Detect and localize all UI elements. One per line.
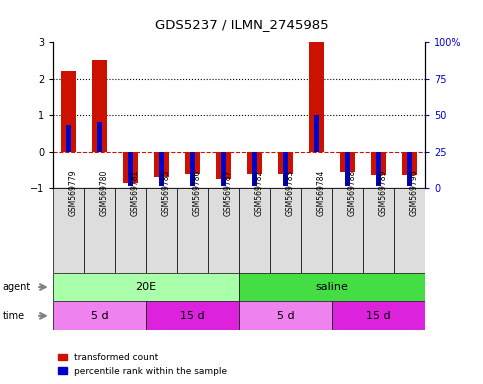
Text: GSM569781: GSM569781 <box>130 169 140 215</box>
FancyBboxPatch shape <box>177 188 208 273</box>
FancyBboxPatch shape <box>301 188 332 273</box>
Bar <box>159 152 164 186</box>
Bar <box>97 122 102 152</box>
Bar <box>407 152 412 186</box>
FancyBboxPatch shape <box>394 188 425 273</box>
Text: 15 d: 15 d <box>180 311 205 321</box>
FancyBboxPatch shape <box>84 188 115 273</box>
FancyBboxPatch shape <box>146 301 239 330</box>
Bar <box>309 42 324 152</box>
Text: GSM569787: GSM569787 <box>224 169 233 215</box>
Bar <box>92 61 107 152</box>
Bar <box>61 71 76 152</box>
FancyBboxPatch shape <box>270 188 301 273</box>
FancyBboxPatch shape <box>208 188 239 273</box>
Bar <box>371 152 386 175</box>
Text: GSM569782: GSM569782 <box>255 169 264 215</box>
Bar <box>283 152 288 186</box>
Text: saline: saline <box>315 282 349 292</box>
Text: 20E: 20E <box>136 282 156 292</box>
FancyBboxPatch shape <box>239 188 270 273</box>
Bar <box>216 152 231 179</box>
FancyBboxPatch shape <box>332 301 425 330</box>
Text: GSM569790: GSM569790 <box>410 169 419 216</box>
Bar <box>314 115 319 152</box>
Text: GDS5237 / ILMN_2745985: GDS5237 / ILMN_2745985 <box>155 18 328 31</box>
Text: GSM569784: GSM569784 <box>316 169 326 215</box>
Text: GSM569789: GSM569789 <box>379 169 387 215</box>
Bar <box>66 126 71 152</box>
FancyBboxPatch shape <box>332 188 363 273</box>
Bar <box>123 152 138 183</box>
Bar <box>190 152 196 186</box>
Text: GSM569788: GSM569788 <box>348 169 356 215</box>
FancyBboxPatch shape <box>363 188 394 273</box>
Text: time: time <box>2 311 25 321</box>
Bar <box>154 152 170 177</box>
Bar <box>278 152 293 174</box>
FancyBboxPatch shape <box>239 273 425 301</box>
Bar <box>247 152 262 174</box>
Text: GSM569785: GSM569785 <box>162 169 170 215</box>
Bar <box>402 152 417 175</box>
Text: GSM569780: GSM569780 <box>99 169 109 215</box>
Text: GSM569779: GSM569779 <box>69 169 78 216</box>
Bar <box>376 152 382 186</box>
FancyBboxPatch shape <box>53 273 239 301</box>
FancyBboxPatch shape <box>53 188 84 273</box>
Bar <box>221 152 227 186</box>
Text: agent: agent <box>2 282 30 292</box>
Text: GSM569786: GSM569786 <box>193 169 201 215</box>
FancyBboxPatch shape <box>53 301 146 330</box>
Legend: transformed count, percentile rank within the sample: transformed count, percentile rank withi… <box>57 353 227 376</box>
FancyBboxPatch shape <box>146 188 177 273</box>
Text: 5 d: 5 d <box>91 311 108 321</box>
Bar <box>252 152 257 186</box>
Bar <box>340 152 355 172</box>
FancyBboxPatch shape <box>115 188 146 273</box>
Text: 5 d: 5 d <box>277 311 294 321</box>
Text: 15 d: 15 d <box>366 311 391 321</box>
Bar <box>128 152 133 186</box>
Text: GSM569783: GSM569783 <box>285 169 295 215</box>
FancyBboxPatch shape <box>239 301 332 330</box>
Bar <box>345 152 350 186</box>
Bar <box>185 152 200 174</box>
